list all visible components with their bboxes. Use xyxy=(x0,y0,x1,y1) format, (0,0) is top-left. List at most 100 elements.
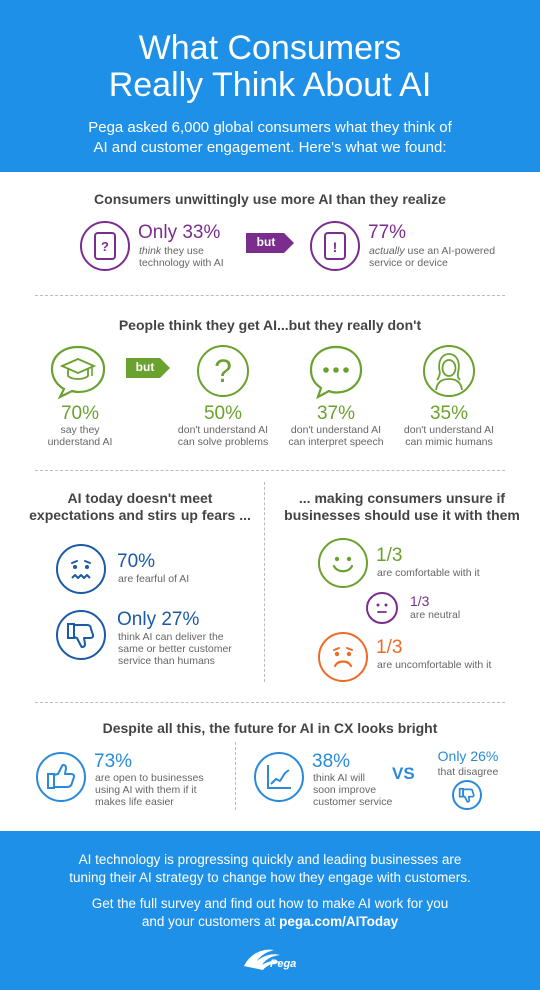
section2-stat-4: 35% xyxy=(429,403,469,424)
open-line1: are open to businesses xyxy=(95,772,204,784)
but-arrow-purple: but xyxy=(246,233,294,253)
neutral-face-icon xyxy=(366,592,398,624)
improve-line3: customer service xyxy=(313,796,393,808)
improve-stat: 38% xyxy=(312,751,351,772)
speech-bubble-graduation-cap-icon xyxy=(48,344,108,400)
section1-right-desc: actually use an AI-powered service or de… xyxy=(369,245,495,269)
open-stat: 73% xyxy=(94,751,133,772)
svg-text:?: ? xyxy=(214,354,232,388)
subtitle-line-2: AI and customer engagement. Here's what … xyxy=(93,139,447,156)
footer-line1b: tuning their AI strategy to change how t… xyxy=(69,870,471,885)
neutral-desc: are neutral xyxy=(410,609,461,621)
right-title-line2: businesses should use it with them xyxy=(284,507,520,523)
svg-text:?: ? xyxy=(101,239,109,254)
section3-left-title: AI today doesn't meet expectations and s… xyxy=(20,490,260,524)
footer-line2b-prefix: and your customers at xyxy=(141,914,280,929)
footer-line2a: Get the full survey and find out how to … xyxy=(91,896,449,911)
small-thumbs-down-icon xyxy=(452,780,482,810)
vs-label: VS xyxy=(392,764,415,783)
section2-stat-3: 37% xyxy=(316,403,356,424)
deliver-line1: think AI can deliver the xyxy=(118,631,224,643)
comfortable-desc: are comfortable with it xyxy=(377,567,480,579)
open-desc: are open to businesses using AI with the… xyxy=(95,772,204,808)
vertical-divider-2 xyxy=(235,742,236,810)
open-line2: using AI with them if it xyxy=(95,784,197,796)
footer-line1a: AI technology is progressing quickly and… xyxy=(78,852,462,867)
divider-2 xyxy=(35,470,505,471)
improve-line2: soon improve xyxy=(313,784,377,796)
tablet-question-icon: ? xyxy=(80,221,130,271)
open-line3: makes life easier xyxy=(95,796,174,808)
comfortable-stat: 1/3 xyxy=(376,545,403,566)
subtitle-line-1: Pega asked 6,000 global consumers what t… xyxy=(88,119,452,136)
desc-2-line2: can solve problems xyxy=(177,436,269,448)
right-desc-em: actually xyxy=(369,245,405,257)
section1-right-stat: 77% xyxy=(368,222,407,243)
desc-1-line1: say they xyxy=(60,424,100,436)
section2-desc-2: don't understand AI can solve problems xyxy=(163,424,283,448)
smiley-face-icon xyxy=(318,538,368,588)
section2-desc-4: don't understand AI can mimic humans xyxy=(389,424,509,448)
section2-title: People think they get AI...but they real… xyxy=(118,317,422,333)
speech-bubble-dots-icon xyxy=(308,344,364,400)
right-desc-line2: service or device xyxy=(369,257,448,269)
thumbs-down-icon xyxy=(56,610,106,660)
desc-1-line2: understand AI xyxy=(47,436,113,448)
section1-title: Consumers unwittingly use more AI than t… xyxy=(94,191,446,207)
thumbs-up-icon xyxy=(36,752,86,802)
left-desc-line2: technology with AI xyxy=(139,257,224,269)
left-desc-rest: they use xyxy=(161,245,204,257)
section2-desc-3: don't understand AI can interpret speech xyxy=(276,424,396,448)
tablet-exclamation-icon: ! xyxy=(310,221,360,271)
but-arrow-green: but xyxy=(126,358,170,378)
divider-1 xyxy=(35,295,505,296)
page-subtitle: Pega asked 6,000 global consumers what t… xyxy=(20,118,520,158)
left-title-line1: AI today doesn't meet xyxy=(67,490,213,506)
desc-4-line2: can mimic humans xyxy=(405,436,493,448)
vertical-divider xyxy=(264,482,265,682)
left-desc-em: think xyxy=(139,245,162,257)
pega-logo-text: Pega xyxy=(270,958,297,970)
improve-desc: think AI will soon improve customer serv… xyxy=(313,772,392,808)
desc-3-line2: can interpret speech xyxy=(288,436,384,448)
woman-avatar-icon xyxy=(423,345,475,397)
question-mark-icon: ? xyxy=(197,345,249,397)
pega-logo: Pega xyxy=(240,944,300,974)
worried-face-icon xyxy=(56,544,106,594)
right-title-line1: ... making consumers unsure if xyxy=(298,490,506,506)
title-line-2: Really Think About AI xyxy=(108,66,432,104)
header-banner xyxy=(0,0,540,172)
section1-left-stat: Only 33% xyxy=(138,222,221,243)
page-title: What Consumers Really Think About AI xyxy=(0,30,540,104)
improve-line1: think AI will xyxy=(313,772,365,784)
section2-stat-2: 50% xyxy=(203,403,243,424)
deliver-line2: same or better customer xyxy=(118,643,232,655)
disagree-stat: Only 26% xyxy=(437,748,499,764)
desc-4-line1: don't understand AI xyxy=(403,424,495,436)
section2-stat-1: 70% xyxy=(60,403,100,424)
uncomfortable-desc: are uncomfortable with it xyxy=(377,659,492,671)
section3-right-title: ... making consumers unsure if businesse… xyxy=(272,490,532,524)
survey-link[interactable]: pega.com/AIToday xyxy=(279,914,399,929)
deliver-stat: Only 27% xyxy=(117,609,200,630)
footer-line2: Get the full survey and find out how to … xyxy=(20,895,520,931)
footer-line1: AI technology is progressing quickly and… xyxy=(20,851,520,887)
fear-stat: 70% xyxy=(117,551,156,572)
but-label-2: but xyxy=(135,360,155,374)
but-label: but xyxy=(256,235,276,249)
left-title-line2: expectations and stirs up fears ... xyxy=(29,507,251,523)
deliver-line3: service than humans xyxy=(118,655,215,667)
svg-text:!: ! xyxy=(333,239,338,255)
uncomfortable-stat: 1/3 xyxy=(376,637,403,658)
deliver-desc: think AI can deliver the same or better … xyxy=(118,631,232,667)
desc-3-line1: don't understand AI xyxy=(290,424,382,436)
right-desc-rest: use an AI-powered xyxy=(404,245,496,257)
sad-face-icon xyxy=(318,632,368,682)
desc-2-line1: don't understand AI xyxy=(177,424,269,436)
section1-left-desc: think they use technology with AI xyxy=(139,245,224,269)
section4-title: Despite all this, the future for AI in C… xyxy=(102,720,438,736)
section2-desc-1: say they understand AI xyxy=(30,424,130,448)
neutral-stat: 1/3 xyxy=(410,593,430,609)
growth-chart-icon xyxy=(254,752,304,802)
divider-3 xyxy=(35,702,505,703)
